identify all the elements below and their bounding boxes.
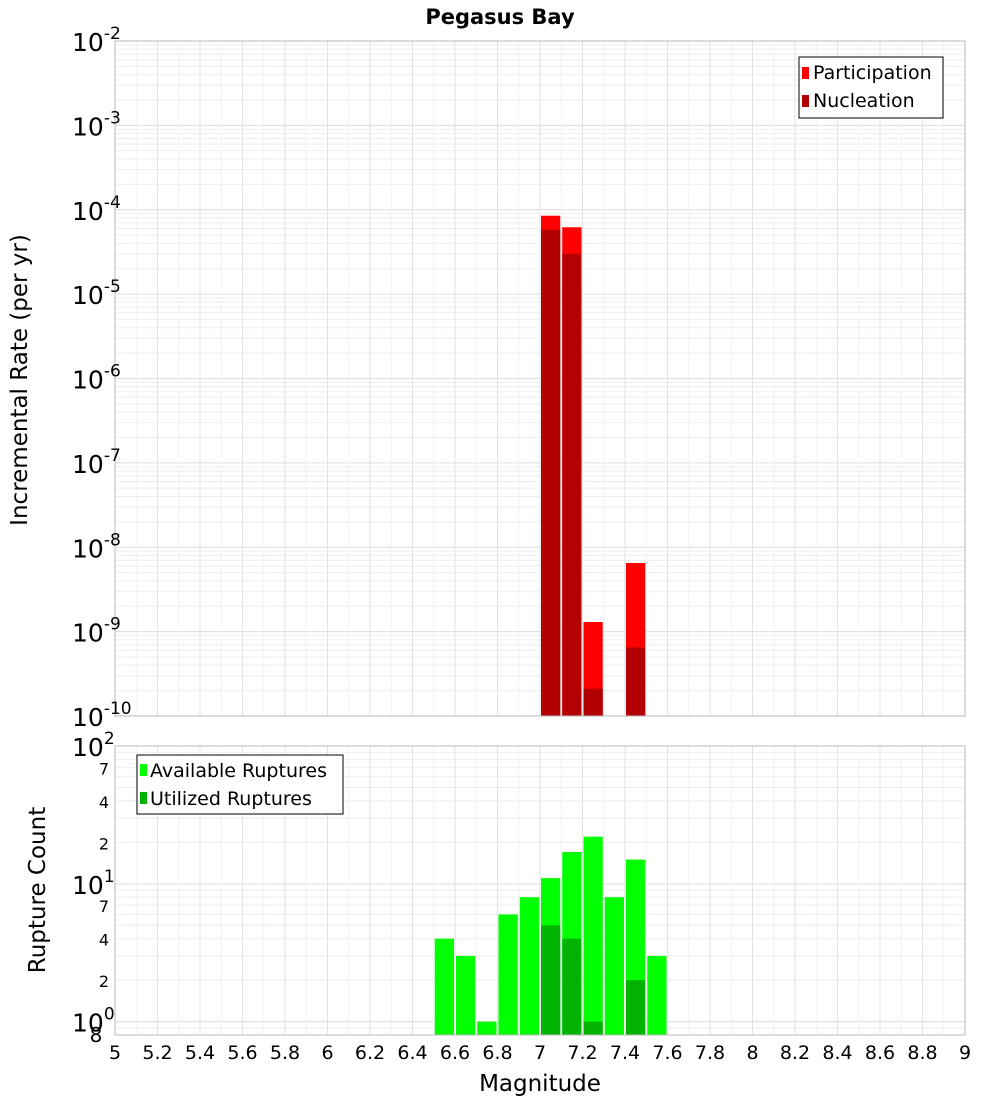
bottom-legend: Available Ruptures Utilized Ruptures	[136, 754, 344, 815]
y-tick-label: 10-8	[72, 530, 121, 563]
y-tick-label: 102	[72, 729, 115, 762]
x-tick-label: 8.4	[822, 1042, 852, 1064]
x-tick-label: 5	[109, 1042, 121, 1064]
bar-nucleation	[583, 688, 603, 716]
legend-available-swatch	[140, 764, 147, 776]
bar-available	[647, 955, 667, 1035]
y-minor-tick-label: 8	[90, 1023, 103, 1047]
bar-nucleation	[626, 647, 646, 716]
legend-available-label: Available Ruptures	[150, 760, 327, 782]
x-tick-label: 8.6	[865, 1042, 895, 1064]
y-tick-exponent: -5	[104, 277, 121, 297]
x-tick-label: 5.4	[185, 1042, 215, 1064]
x-tick-label: 5.6	[227, 1042, 257, 1064]
legend-utilized-label: Utilized Ruptures	[150, 788, 312, 810]
bar-available	[477, 1021, 497, 1035]
y-tick-exponent: 0	[104, 1005, 115, 1025]
legend-nucleation-swatch	[802, 95, 809, 107]
y-tick-exponent: -6	[104, 362, 121, 382]
y-tick-exponent: -2	[104, 24, 121, 44]
x-tick-label: 9	[959, 1042, 971, 1064]
y-tick-label: 10-9	[72, 615, 121, 648]
x-tick-label: 6.6	[440, 1042, 470, 1064]
x-tick-label: 7.8	[695, 1042, 725, 1064]
y-minor-tick-label: 4	[99, 931, 109, 950]
bar-utilized	[583, 1021, 603, 1035]
y-tick-label: 10-4	[72, 193, 121, 226]
top-plot-area: 10-10 10-9 10-8 10-7 10-6 10-5 10-4 10-3 10-2	[72, 24, 966, 732]
y-minor-tick-label: 4	[99, 793, 109, 812]
bar-available	[498, 914, 518, 1035]
legend-utilized-swatch	[140, 792, 147, 804]
x-tick-label: 8.2	[780, 1042, 810, 1064]
legend-participation-label: Participation	[813, 62, 932, 84]
x-tick-label: 8	[746, 1042, 758, 1064]
y-tick-exponent: 1	[104, 867, 115, 887]
y-tick-exponent: 2	[104, 729, 115, 749]
x-tick-label: 8.8	[907, 1042, 937, 1064]
bar-available	[519, 897, 539, 1035]
y-tick-label: 10-6	[72, 362, 121, 395]
y-tick-label: 10-10	[72, 699, 132, 732]
bottom-y-axis-label: Rupture Count	[25, 807, 51, 973]
x-tick-label: 5.8	[270, 1042, 300, 1064]
y-tick-exponent: -3	[104, 108, 121, 128]
bar-available	[456, 955, 476, 1035]
y-tick-exponent: -7	[104, 446, 121, 466]
y-tick-exponent: -10	[104, 699, 132, 719]
y-tick-label: 101	[72, 867, 115, 900]
y-tick-exponent: -9	[104, 615, 121, 635]
x-tick-label: 7.4	[610, 1042, 640, 1064]
bar-utilized	[541, 925, 561, 1035]
x-axis-label: Magnitude	[479, 1071, 601, 1097]
y-tick-label: 10-3	[72, 108, 121, 141]
bar-available	[583, 836, 603, 1035]
chart-title: Pegasus Bay	[425, 5, 575, 29]
x-tick-label: 6	[321, 1042, 333, 1064]
bar-utilized	[562, 938, 582, 1035]
y-minor-tick-label: 7	[99, 759, 109, 778]
y-minor-tick-label: 7	[99, 897, 109, 916]
y-tick-label: 10-5	[72, 277, 121, 310]
x-tick-label: 6.4	[397, 1042, 427, 1064]
y-tick-exponent: -8	[104, 530, 121, 550]
y-tick-label: 10-2	[72, 24, 121, 57]
bar-utilized	[626, 980, 646, 1035]
x-tick-label: 5.2	[142, 1042, 172, 1064]
top-legend: Participation Nucleation	[798, 56, 944, 119]
y-tick-label: 10-7	[72, 446, 121, 479]
y-minor-tick-label: 2	[99, 972, 109, 991]
y-tick-exponent: -4	[104, 193, 121, 213]
bar-nucleation	[541, 229, 561, 717]
top-y-axis-label: Incremental Rate (per yr)	[7, 234, 33, 526]
y-minor-tick-label: 2	[99, 834, 109, 853]
legend-nucleation-label: Nucleation	[813, 90, 915, 112]
legend-participation-swatch	[802, 67, 809, 79]
x-tick-label: 7.6	[652, 1042, 682, 1064]
bar-available	[604, 897, 624, 1035]
plot-frame	[114, 40, 966, 717]
x-tick-label: 6.8	[482, 1042, 512, 1064]
bar-available	[434, 938, 454, 1035]
bar-nucleation	[562, 253, 582, 716]
x-tick-label: 7.2	[567, 1042, 597, 1064]
x-tick-label: 7	[534, 1042, 546, 1064]
plot-frame	[114, 745, 966, 1036]
x-tick-label: 6.2	[355, 1042, 385, 1064]
